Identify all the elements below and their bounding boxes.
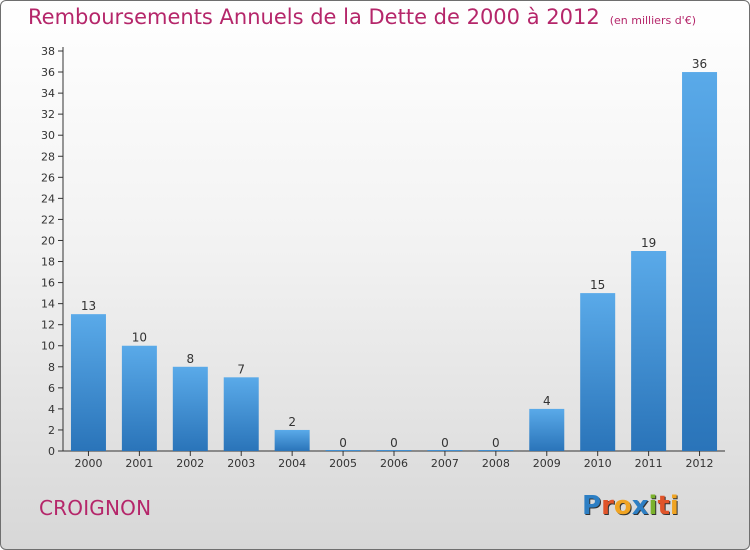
bar-value-label: 15	[590, 278, 605, 292]
y-tick-label: 18	[41, 256, 55, 269]
x-tick-label: 2002	[176, 457, 204, 470]
bar	[376, 450, 412, 451]
logo-letter: x	[631, 491, 649, 521]
bar-value-label: 0	[441, 436, 449, 450]
bar	[529, 408, 565, 451]
y-tick-label: 2	[48, 424, 55, 437]
y-tick-label: 24	[41, 192, 55, 205]
y-tick-label: 20	[41, 234, 55, 247]
bar-value-label: 2	[288, 415, 296, 429]
bar-value-label: 8	[186, 352, 194, 366]
x-tick-label: 2012	[686, 457, 714, 470]
y-tick-label: 22	[41, 213, 55, 226]
logo-letter: t	[657, 491, 670, 521]
commune-name: CROIGNON	[39, 496, 152, 520]
logo-letter: o	[613, 491, 632, 521]
chart-title: Remboursements Annuels de la Dette de 20…	[28, 5, 696, 29]
x-tick-label: 2008	[482, 457, 510, 470]
proxiti-logo: Proxiti	[582, 491, 679, 521]
bar	[274, 429, 310, 451]
bar-value-label: 10	[132, 331, 147, 345]
y-tick-label: 30	[41, 129, 55, 142]
bar	[478, 450, 514, 451]
x-tick-label: 2007	[431, 457, 459, 470]
y-tick-label: 0	[48, 445, 55, 458]
bar-value-label: 0	[339, 436, 347, 450]
x-tick-label: 2004	[278, 457, 306, 470]
logo-letter: i	[669, 491, 679, 521]
y-tick-label: 34	[41, 87, 55, 100]
y-tick-label: 26	[41, 171, 55, 184]
y-tick-label: 16	[41, 277, 55, 290]
x-tick-label: 2005	[329, 457, 357, 470]
x-tick-label: 2010	[584, 457, 612, 470]
bar-value-label: 13	[81, 299, 96, 313]
bar	[631, 251, 667, 451]
bar-value-label: 4	[543, 394, 551, 408]
bar-value-label: 19	[641, 236, 656, 250]
logo-letter: P	[582, 491, 602, 521]
bar	[580, 293, 616, 451]
y-tick-label: 8	[48, 361, 55, 374]
y-tick-label: 32	[41, 108, 55, 121]
bar	[172, 366, 208, 451]
x-tick-label: 2000	[74, 457, 102, 470]
chart-title-text: Remboursements Annuels de la Dette de 20…	[28, 5, 600, 29]
y-tick-label: 28	[41, 150, 55, 163]
y-tick-label: 14	[41, 298, 55, 311]
bar-value-label: 7	[237, 362, 245, 376]
bar	[682, 72, 718, 451]
x-tick-label: 2001	[125, 457, 153, 470]
y-tick-label: 12	[41, 319, 55, 332]
x-tick-label: 2003	[227, 457, 255, 470]
y-tick-label: 6	[48, 382, 55, 395]
logo-letter: i	[648, 491, 658, 521]
y-tick-label: 4	[48, 403, 55, 416]
bar	[223, 377, 259, 451]
bar-value-label: 0	[390, 436, 398, 450]
x-tick-label: 2011	[635, 457, 663, 470]
y-tick-label: 38	[41, 45, 55, 58]
chart-subtitle: (en milliers d'€)	[609, 14, 696, 27]
x-tick-label: 2006	[380, 457, 408, 470]
bar-value-label: 36	[692, 57, 707, 71]
x-tick-label: 2009	[533, 457, 561, 470]
y-tick-label: 10	[41, 340, 55, 353]
bar	[427, 450, 463, 451]
bar	[325, 450, 361, 451]
logo-letter: r	[601, 491, 614, 521]
bar	[70, 314, 106, 451]
bar-value-label: 0	[492, 436, 500, 450]
bar	[121, 345, 157, 451]
y-tick-label: 36	[41, 66, 55, 79]
